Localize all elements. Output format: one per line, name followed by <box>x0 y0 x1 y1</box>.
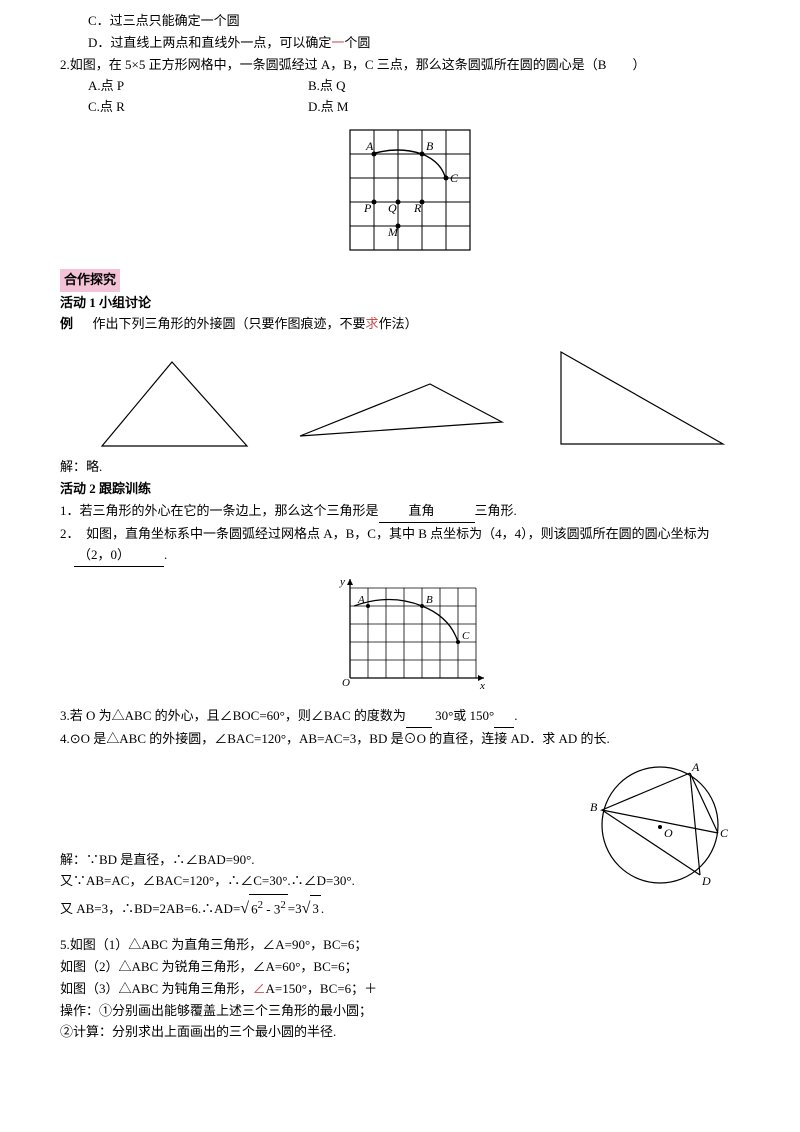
track2b: （2，0） . <box>60 545 760 567</box>
svg-text:B: B <box>426 139 434 153</box>
t2-b: . <box>164 547 167 562</box>
t4-s3b: =3 <box>288 901 302 916</box>
triangle-acute <box>87 354 257 454</box>
p2a: 2 <box>258 899 263 911</box>
q2-opt-c: C.点 R <box>88 97 308 118</box>
opt-d-red: 一 <box>331 35 344 50</box>
svg-text:P: P <box>363 201 372 215</box>
opt-d-text2: 个圆 <box>344 35 370 50</box>
svg-text:B: B <box>426 594 433 606</box>
t4-s3c: . <box>321 901 324 916</box>
t3-blank: 30°或 150° <box>435 708 494 723</box>
track2: 2． 如图，直角坐标系中一条圆弧经过网格点 A，B，C，其中 B 点坐标为（4，… <box>60 524 760 545</box>
svg-text:D: D <box>701 874 711 888</box>
triangle-obtuse <box>290 374 510 454</box>
coord-svg: A B C O x y <box>330 573 490 693</box>
blank-empty5 <box>494 706 514 728</box>
section-tag: 合作探究 <box>60 269 120 292</box>
option-d: D．过直线上两点和直线外一点，可以确定一个圆 <box>60 33 760 54</box>
opt-d-text: D．过直线上两点和直线外一点，可以确定 <box>88 35 331 50</box>
svg-text:O: O <box>664 826 673 840</box>
q2-stem: 2.如图，在 5×5 正方形网格中，一条圆弧经过 A，B，C 三点，那么这条圆弧… <box>60 55 760 76</box>
triangle-right <box>543 344 733 454</box>
svg-text:B: B <box>590 800 598 814</box>
track3: 3.若 O 为△ABC 的外心，且∠BOC=60°，则∠BAC 的度数为 30°… <box>60 706 760 728</box>
circle-svg: A B C D O <box>590 755 730 895</box>
example-text2: 作法） <box>379 316 418 331</box>
triangles-row <box>60 336 760 456</box>
example-red: 求 <box>366 316 379 331</box>
svg-text:A: A <box>365 139 374 153</box>
q2-opt-d: D.点 M <box>308 97 348 118</box>
t4-s3a: 又 AB=3，∴BD=2AB=6.∴AD= <box>60 901 240 916</box>
svg-text:y: y <box>339 576 345 588</box>
svg-text:M: M <box>387 225 399 239</box>
grid-figure: A B C P Q R M <box>60 124 760 263</box>
t1-blank: 直角 <box>403 501 441 523</box>
t5-op1: 操作：①分别画出能够覆盖上述三个三角形的最小圆； <box>60 1001 760 1022</box>
svg-text:x: x <box>479 680 485 692</box>
t5-3a: 如图（3）△ABC 为钝角三角形， <box>60 981 252 996</box>
circle-figure: A B C D O <box>590 755 730 902</box>
svg-text:C: C <box>450 171 459 185</box>
q2-opt-b: B.点 Q <box>308 76 346 97</box>
coord-figure: A B C O x y <box>60 573 760 700</box>
blank-empty3 <box>134 545 164 567</box>
track1: 1．若三角形的外心在它的一条边上，那么这个三角形是 直角 三角形. <box>60 501 760 523</box>
blank-empty4 <box>406 706 432 728</box>
svg-text:C: C <box>462 630 470 642</box>
track4: 4.⊙O 是△ABC 的外接圆，∠BAC=120°，AB=AC=3，BD 是⊙O… <box>60 729 760 750</box>
svg-text:C: C <box>720 826 729 840</box>
activity1-title: 活动 1 小组讨论 <box>60 293 760 314</box>
t3-b: . <box>514 708 517 723</box>
example-line: 例 作出下列三角形的外接圆（只要作图痕迹，不要求作法） <box>60 314 760 335</box>
option-c: C．过三点只能确定一个圆 <box>60 11 760 32</box>
grid-svg: A B C P Q R M <box>344 124 476 256</box>
solution-omit: 解：略. <box>60 457 760 478</box>
t5-3b: A=150°，BC=6；＋ <box>266 981 378 996</box>
t1-b: 三角形. <box>475 503 517 518</box>
t5-1: 5.如图（1）△ABC 为直角三角形，∠A=90°，BC=6； <box>60 935 760 956</box>
activity2-title: 活动 2 跟踪训练 <box>60 479 760 500</box>
p2b: 2 <box>280 899 285 911</box>
q2-opt-a: A.点 P <box>88 76 308 97</box>
t2-blank: （2，0） <box>74 545 134 567</box>
example-text: 作出下列三角形的外接圆（只要作图痕迹，不要 <box>93 316 366 331</box>
q2-options-row2: C.点 R D.点 M <box>60 97 760 118</box>
q2-options-row1: A.点 P B.点 Q <box>60 76 760 97</box>
svg-text:A: A <box>357 594 365 606</box>
t5-3: 如图（3）△ABC 为钝角三角形，∠A=150°，BC=6；＋ <box>60 979 760 1000</box>
section-header: 合作探究 <box>60 269 760 292</box>
blank-empty1 <box>379 501 403 523</box>
svg-text:O: O <box>342 677 350 689</box>
t5-op2: ②计算：分别求出上面画出的三个最小圆的半径. <box>60 1022 760 1043</box>
t5-3red: ∠ <box>252 981 265 996</box>
example-label: 例 <box>60 316 73 331</box>
svg-text:R: R <box>413 201 422 215</box>
svg-text:Q: Q <box>388 201 397 215</box>
t3-a: 3.若 O 为△ABC 的外心，且∠BOC=60°，则∠BAC 的度数为 <box>60 708 406 723</box>
sqrt-expr: 62 - 32 <box>249 894 288 922</box>
t5-2: 如图（2）△ABC 为锐角三角形，∠A=60°，BC=6； <box>60 957 760 978</box>
t1-a: 1．若三角形的外心在它的一条边上，那么这个三角形是 <box>60 503 379 518</box>
blank-empty2 <box>441 501 475 523</box>
sqrt3: 3 <box>310 895 321 922</box>
t2-a: 2． 如图，直角坐标系中一条圆弧经过网格点 A，B，C，其中 B 点坐标为（4，… <box>60 526 710 541</box>
svg-text:A: A <box>691 760 700 774</box>
